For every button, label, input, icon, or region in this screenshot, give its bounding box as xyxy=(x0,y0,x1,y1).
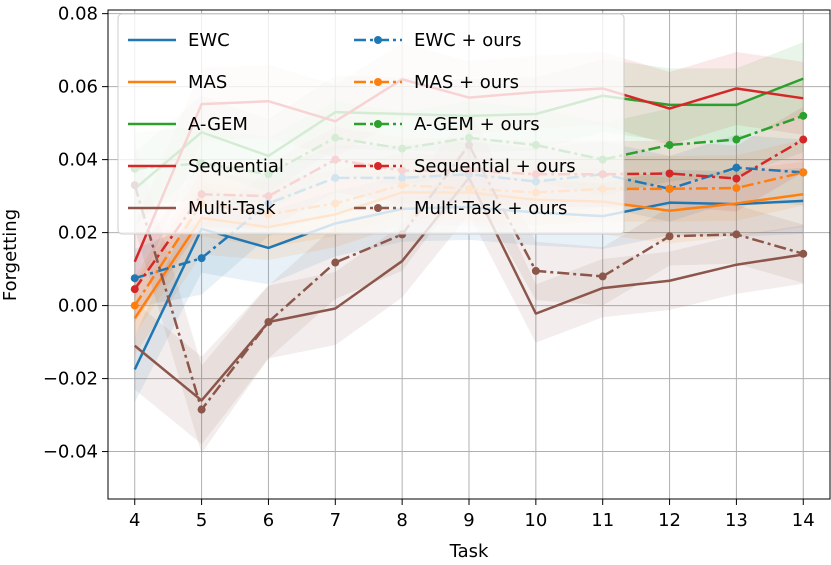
point-a-gem-ours xyxy=(732,135,741,144)
x-axis-label: Task xyxy=(449,541,489,562)
point-sequential-ours xyxy=(130,285,139,294)
y-tick-label: 0.04 xyxy=(58,150,98,171)
point-ewc-ours xyxy=(130,274,139,283)
point-multi-task-ours xyxy=(264,318,273,327)
x-tick-label: 8 xyxy=(396,510,407,531)
legend-label-mas-ours: MAS + ours xyxy=(414,72,519,93)
legend-marker-ewc-ours xyxy=(374,36,382,44)
point-multi-task-ours xyxy=(598,272,607,281)
legend-label-ewc-ours: EWC + ours xyxy=(414,30,521,51)
legend-label-ewc: EWC xyxy=(188,30,230,51)
legend-marker-sequential-ours xyxy=(374,162,382,170)
point-ewc-ours xyxy=(197,254,206,263)
point-mas-ours xyxy=(799,168,808,177)
point-mas-ours xyxy=(130,301,139,310)
legend-marker-multi-task-ours xyxy=(374,204,382,212)
legend-marker-mas-ours xyxy=(374,78,382,86)
legend-label-sequential-ours: Sequential + ours xyxy=(414,156,576,177)
point-multi-task-ours xyxy=(799,249,808,258)
y-tick-label: 0.00 xyxy=(58,296,98,317)
point-sequential-ours xyxy=(799,135,808,144)
x-tick-label: 7 xyxy=(330,510,341,531)
line-multi-task-ours xyxy=(133,143,804,411)
x-tick-label: 6 xyxy=(263,510,274,531)
point-a-gem-ours xyxy=(665,141,674,150)
x-tick-label: 14 xyxy=(792,510,815,531)
point-mas-ours xyxy=(665,184,674,193)
legend-label-a-gem-ours: A-GEM + ours xyxy=(414,114,540,135)
legend-label-sequential: Sequential xyxy=(188,156,284,177)
axis-ticks: 4 5 6 7 8 9 10 11 12 13 14 −0.04 −0.02 0.00 0.02 0.04 0.… xyxy=(43,4,815,531)
x-tick-label: 5 xyxy=(196,510,207,531)
x-tick-label: 9 xyxy=(463,510,474,531)
y-tick-label: −0.04 xyxy=(43,442,98,463)
point-sequential-ours xyxy=(665,169,674,178)
y-tick-label: −0.02 xyxy=(43,369,98,390)
x-tick-label: 4 xyxy=(129,510,140,531)
legend-label-a-gem: A-GEM xyxy=(188,114,248,135)
x-tick-label: 11 xyxy=(591,510,614,531)
point-a-gem-ours xyxy=(799,111,808,120)
point-multi-task-ours xyxy=(732,230,741,239)
point-mas-ours xyxy=(732,184,741,193)
x-tick-label: 12 xyxy=(658,510,681,531)
legend-marker-a-gem-ours xyxy=(374,120,382,128)
y-tick-label: 0.06 xyxy=(58,77,98,98)
y-axis-label: Forgetting xyxy=(0,209,21,301)
legend-label-mas: MAS xyxy=(188,72,227,93)
point-multi-task-ours xyxy=(665,232,674,241)
point-multi-task-ours xyxy=(531,266,540,275)
legend-label-multi-task-ours: Multi-Task + ours xyxy=(414,198,567,219)
y-tick-label: 0.08 xyxy=(58,4,98,25)
point-ewc-ours xyxy=(732,163,741,172)
point-multi-task-ours xyxy=(197,405,206,414)
legend: EWC MAS A-GEM Sequential Multi-Task EWC + our… xyxy=(117,13,625,235)
point-sequential-ours xyxy=(732,174,741,183)
legend-label-multi-task: Multi-Task xyxy=(188,198,276,219)
point-multi-task-ours xyxy=(331,258,340,267)
x-tick-label: 10 xyxy=(524,510,547,531)
x-tick-label: 13 xyxy=(725,510,748,531)
y-tick-label: 0.02 xyxy=(58,223,98,244)
